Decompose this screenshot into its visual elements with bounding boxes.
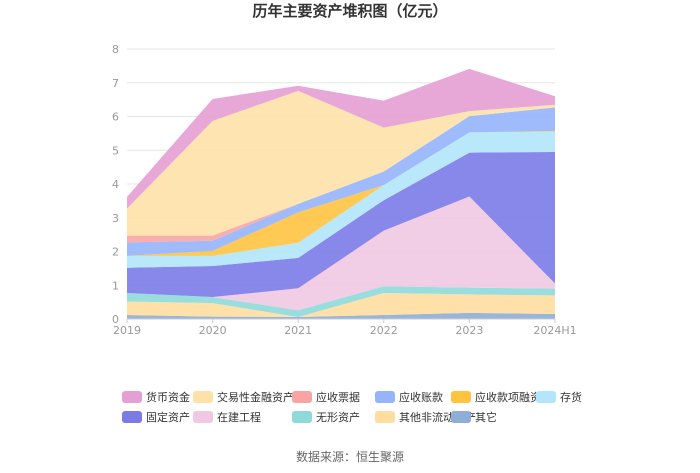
area-货币资金 bbox=[127, 68, 555, 209]
y-tick-label: 1 bbox=[112, 279, 119, 292]
legend-label: 存货 bbox=[560, 390, 582, 404]
legend-swatch bbox=[375, 391, 395, 403]
area-无形资产 bbox=[127, 286, 555, 317]
legend-label: 固定资产 bbox=[146, 410, 190, 424]
legend-item[interactable]: 存货 bbox=[536, 390, 582, 404]
y-tick-label: 4 bbox=[112, 178, 119, 191]
area-series bbox=[127, 68, 555, 319]
x-tick-label: 2022 bbox=[370, 324, 398, 337]
y-tick-label: 6 bbox=[112, 111, 119, 124]
y-tick-label: 2 bbox=[112, 246, 119, 259]
legend-swatch bbox=[193, 411, 213, 423]
area-固定资产 bbox=[127, 151, 555, 298]
legend-item[interactable]: 货币资金 bbox=[122, 390, 190, 404]
area-其他非流动资产 bbox=[127, 293, 555, 317]
legend-item[interactable]: 其它 bbox=[451, 410, 497, 424]
legend-label: 无形资产 bbox=[316, 410, 360, 424]
y-tick-label: 3 bbox=[112, 212, 119, 225]
y-tick-label: 8 bbox=[112, 43, 119, 56]
legend-swatch bbox=[292, 391, 312, 403]
legend-swatch bbox=[451, 411, 471, 423]
x-tick-label: 2019 bbox=[113, 324, 141, 337]
area-存货 bbox=[127, 131, 555, 268]
legend-label: 应收票据 bbox=[316, 390, 360, 404]
data-source-note: 数据来源：恒生聚源 bbox=[296, 449, 404, 464]
area-交易性金融资产 bbox=[127, 90, 555, 236]
legend-item[interactable]: 交易性金融资产 bbox=[193, 390, 294, 404]
x-tick-label: 2023 bbox=[455, 324, 483, 337]
legend-label: 在建工程 bbox=[217, 410, 261, 424]
legend-item[interactable]: 应收票据 bbox=[292, 390, 360, 404]
legend-label: 货币资金 bbox=[146, 390, 190, 404]
legend-item[interactable]: 固定资产 bbox=[122, 410, 190, 424]
area-其它 bbox=[127, 312, 555, 319]
legend-item[interactable]: 在建工程 bbox=[193, 410, 261, 424]
legend-swatch bbox=[292, 411, 312, 423]
legend-swatch bbox=[536, 391, 556, 403]
axes: 0 1 2 3 4 5 6 7 8 2019 2020 2021 2022 2023 2024H1 bbox=[112, 43, 577, 337]
area-在建工程 bbox=[127, 196, 555, 311]
legend-label: 应收账款 bbox=[399, 390, 443, 404]
legend-label: 应收款项融资 bbox=[475, 390, 541, 404]
legend-label: 其它 bbox=[475, 410, 497, 424]
x-tick-label: 2024H1 bbox=[533, 324, 576, 337]
legend-swatch bbox=[451, 391, 471, 403]
legend-swatch bbox=[122, 411, 142, 423]
area-应收账款 bbox=[127, 107, 555, 256]
legend-swatch bbox=[193, 391, 213, 403]
legend-item[interactable]: 应收账款 bbox=[375, 390, 443, 404]
x-tick-label: 2020 bbox=[199, 324, 227, 337]
legend-swatch bbox=[122, 391, 142, 403]
x-tick-label: 2021 bbox=[284, 324, 312, 337]
y-tick-label: 5 bbox=[112, 144, 119, 157]
legend-swatch bbox=[375, 411, 395, 423]
y-tick-label: 7 bbox=[112, 77, 119, 90]
y-tick-label: 0 bbox=[112, 313, 119, 326]
legend-item[interactable]: 无形资产 bbox=[292, 410, 360, 424]
legend-item[interactable]: 应收款项融资 bbox=[451, 390, 541, 404]
chart-title: 历年主要资产堆积图（亿元） bbox=[252, 2, 447, 20]
legend-label: 交易性金融资产 bbox=[217, 390, 294, 404]
